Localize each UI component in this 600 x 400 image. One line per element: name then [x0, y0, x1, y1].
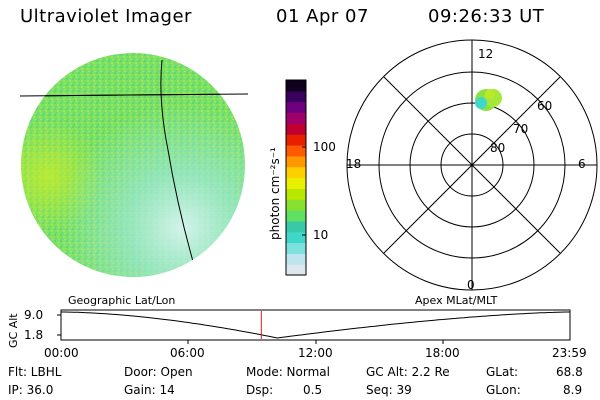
- aurora-emission-blob: [475, 89, 502, 111]
- mlt-label-6: 6: [578, 157, 586, 171]
- colorbar-cell: [286, 155, 306, 168]
- colorbar-cell: [286, 145, 306, 157]
- gain-status: Gain: 14: [124, 383, 175, 397]
- colorbar-cell: [286, 242, 306, 254]
- left-panel-title: Geographic Lat/Lon: [68, 294, 176, 307]
- lat-label-70: 70: [513, 122, 528, 136]
- right-panel-title: Apex MLat/MLT: [415, 294, 498, 307]
- polar-plot: [346, 39, 598, 291]
- colorbar-cell: [286, 101, 306, 114]
- colorbar-cell: [286, 253, 306, 265]
- colorbar-cell: [286, 231, 306, 244]
- lat-label-60: 60: [537, 99, 552, 113]
- mlt-label-0: 0: [467, 278, 475, 292]
- colorbar-cell: [286, 199, 306, 211]
- glat-label: GLat:: [486, 365, 519, 379]
- altitude-curve: [61, 311, 570, 339]
- glat-value: 68.8: [556, 365, 583, 379]
- instrument-title: Ultraviolet Imager: [20, 6, 192, 27]
- filter-status: Flt: LBHL: [8, 365, 62, 379]
- colorbar-cell: [286, 112, 306, 124]
- colorbar-cell: [286, 123, 306, 135]
- gc-alt-status: GC Alt: 2.2 Re: [366, 365, 450, 379]
- altitude-plot: [57, 309, 571, 344]
- colorbar-cell: [286, 188, 306, 200]
- lat-label-80: 80: [490, 141, 505, 155]
- mlt-label-18: 18: [346, 157, 361, 171]
- glon-label: GLon:: [486, 383, 521, 397]
- colorbar-unit-label: photon cm⁻²s⁻¹: [268, 147, 282, 240]
- colorbar-cell: [286, 90, 306, 103]
- dsp-value: 0.5: [303, 383, 323, 397]
- colorbar-cell: [286, 80, 306, 92]
- colorbar-tick-10: 10: [313, 228, 328, 242]
- colorbar-cell: [286, 134, 306, 146]
- xtick-06: 06:00: [170, 346, 205, 360]
- ytick-1-8: 1.8: [24, 328, 44, 342]
- xtick-12: 12:00: [298, 346, 333, 360]
- xtick-18: 18:00: [425, 346, 460, 360]
- glon-value: 8.9: [563, 383, 583, 397]
- colorbar-cell: [286, 210, 306, 222]
- dsp-label: Dsp:: [246, 383, 274, 397]
- colorbar-cell: [286, 220, 306, 233]
- colorbar-cell: [286, 166, 306, 179]
- globe-meridian-line: [160, 59, 197, 273]
- globe-image: [19, 53, 249, 277]
- mode-status: Mode: Normal: [246, 365, 330, 379]
- xtick-00: 00:00: [44, 346, 79, 360]
- mlt-label-12: 12: [478, 47, 493, 61]
- xtick-2359: 23:59: [552, 346, 587, 360]
- ip-status: IP: 36.0: [8, 383, 54, 397]
- colorbar-cell: [286, 264, 306, 276]
- altitude-ylabel: GC Alt: [7, 313, 20, 348]
- time-label: 09:26:33 UT: [428, 6, 545, 27]
- colorbar-frame: [285, 79, 307, 276]
- door-status: Door: Open: [124, 365, 193, 379]
- colorbar-cell: [286, 177, 306, 189]
- seq-status: Seq: 39: [366, 383, 412, 397]
- colorbar: [286, 80, 306, 276]
- ytick-9: 9.0: [24, 308, 44, 322]
- date-label: 01 Apr 07: [276, 6, 369, 27]
- colorbar-tick-100: 100: [313, 140, 336, 154]
